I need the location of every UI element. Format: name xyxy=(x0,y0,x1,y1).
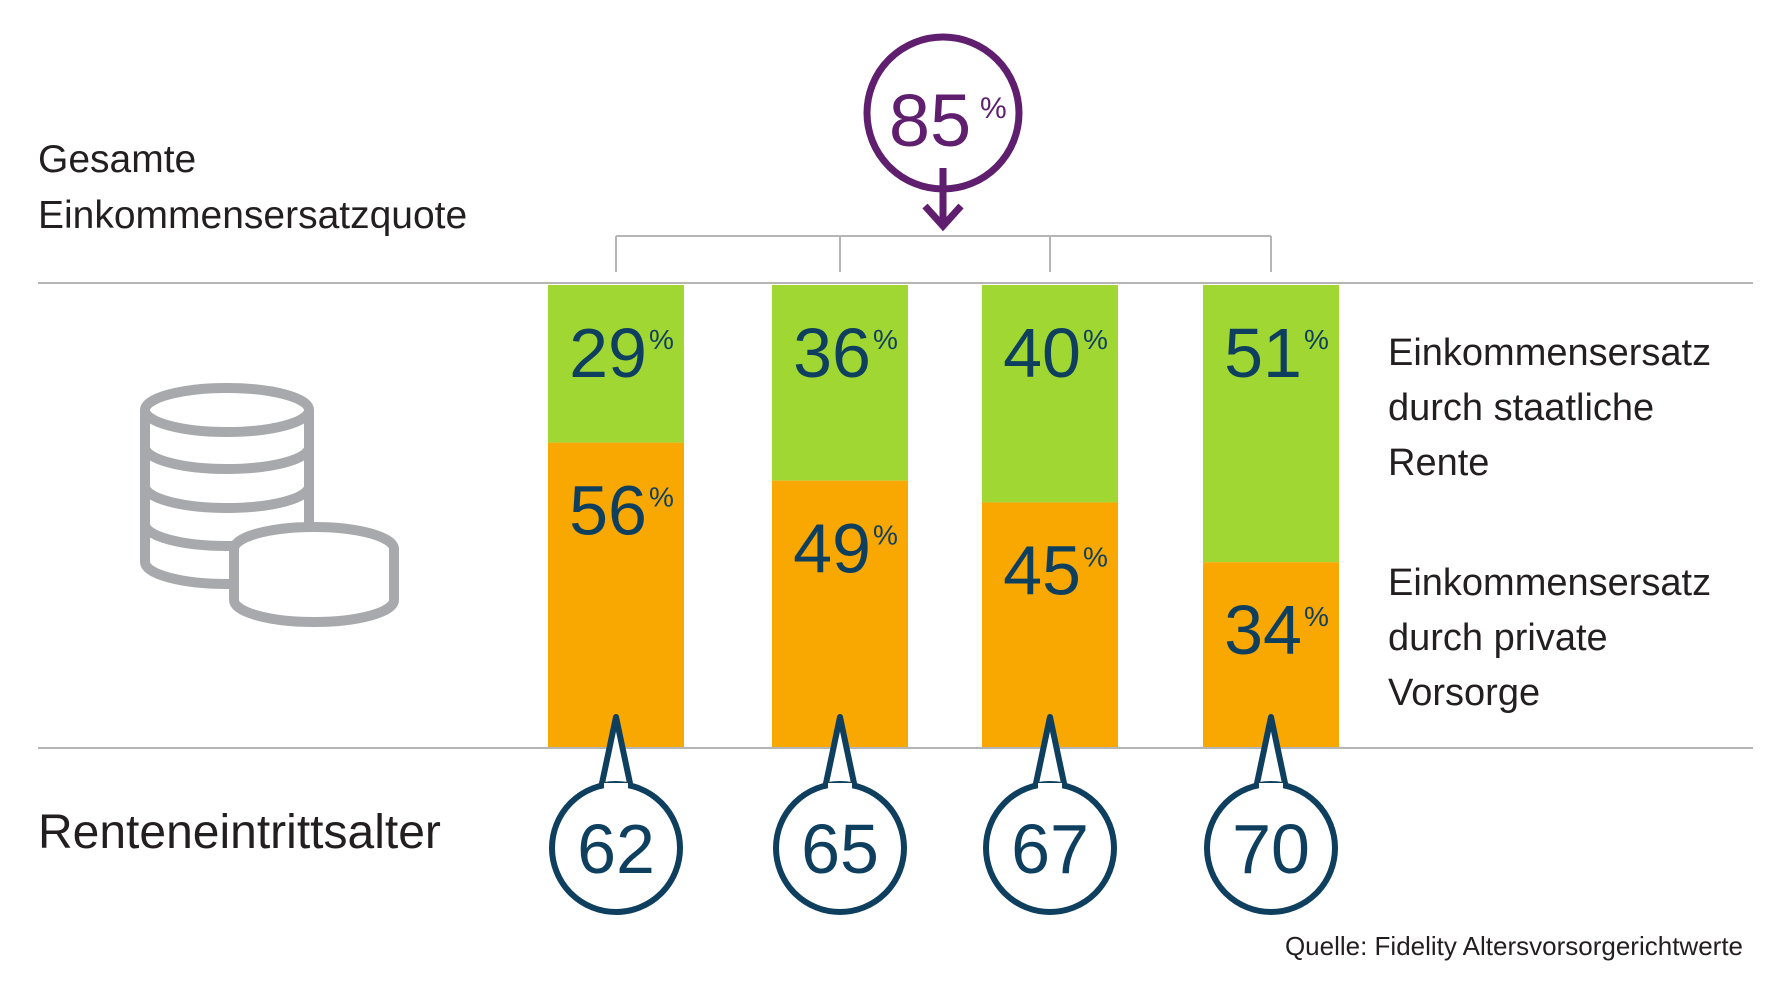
legend-private-line1: Einkommensersatz xyxy=(1388,562,1711,604)
age-badge-join-62 xyxy=(604,783,628,791)
bar-private-62 xyxy=(548,442,684,747)
age-axis-label: Renteneintrittsalter xyxy=(38,806,441,859)
legend-private-line2: durch private xyxy=(1388,617,1608,659)
value-label-private-67: 45 xyxy=(1003,531,1081,609)
value-label-private-62: 56 xyxy=(569,472,647,550)
legend-state-line3: Rente xyxy=(1388,442,1489,484)
value-label-private-65: 49 xyxy=(793,510,871,588)
value-label-private-67-unit: % xyxy=(1083,541,1108,572)
bar-private-67 xyxy=(982,502,1118,747)
bar-state-65 xyxy=(772,285,908,481)
bar-state-67 xyxy=(982,285,1118,503)
value-label-state-70-unit: % xyxy=(1304,324,1329,355)
value-label-state-62: 29 xyxy=(569,314,647,392)
legend-private-line3: Vorsorge xyxy=(1388,672,1540,714)
value-label-state-67: 40 xyxy=(1003,314,1081,392)
age-badge-join-70 xyxy=(1259,783,1283,791)
legend-state-line2: durch staatliche xyxy=(1388,387,1654,429)
age-tick-label-65: 65 xyxy=(801,810,879,888)
bar-private-65 xyxy=(772,480,908,747)
total-bracket xyxy=(615,235,1272,272)
bar-state-70 xyxy=(1203,285,1339,563)
value-label-private-70: 34 xyxy=(1224,591,1302,669)
value-label-state-70: 51 xyxy=(1224,314,1302,392)
legend-state-line1: Einkommensersatz xyxy=(1388,332,1711,374)
total-label-line2: Einkommensersatzquote xyxy=(38,194,467,237)
age-tick-label-70: 70 xyxy=(1232,810,1310,888)
total-label-line1: Gesamte xyxy=(38,138,196,181)
value-label-state-62-unit: % xyxy=(649,324,674,355)
arrow-down-icon-head xyxy=(922,203,964,232)
source-note: Quelle: Fidelity Altersvorsorgerichtwert… xyxy=(1285,931,1743,961)
bar-state-62 xyxy=(548,285,684,443)
age-badge-pointer-65 xyxy=(822,714,858,789)
coins-stack-icon xyxy=(139,383,400,627)
value-label-private-65-unit: % xyxy=(873,520,898,551)
value-label-state-65-unit: % xyxy=(873,324,898,355)
age-tick-label-67: 67 xyxy=(1011,810,1089,888)
value-label-state-67-unit: % xyxy=(1083,324,1108,355)
total-value: 85 xyxy=(889,79,971,162)
value-label-private-70-unit: % xyxy=(1304,601,1329,632)
total-unit: % xyxy=(980,92,1007,125)
value-label-private-62-unit: % xyxy=(649,482,674,513)
age-tick-label-62: 62 xyxy=(577,810,655,888)
age-badge-pointer-62 xyxy=(598,714,634,789)
age-badge-pointer-70 xyxy=(1253,714,1289,789)
legend: Einkommensersatz durch staatliche Rente … xyxy=(1388,332,1711,714)
age-badge-pointer-67 xyxy=(1032,714,1068,789)
age-badge-join-67 xyxy=(1038,783,1062,791)
age-badge-join-65 xyxy=(828,783,852,791)
value-label-state-65: 36 xyxy=(793,314,871,392)
total-badge: 85 % xyxy=(863,33,1023,232)
